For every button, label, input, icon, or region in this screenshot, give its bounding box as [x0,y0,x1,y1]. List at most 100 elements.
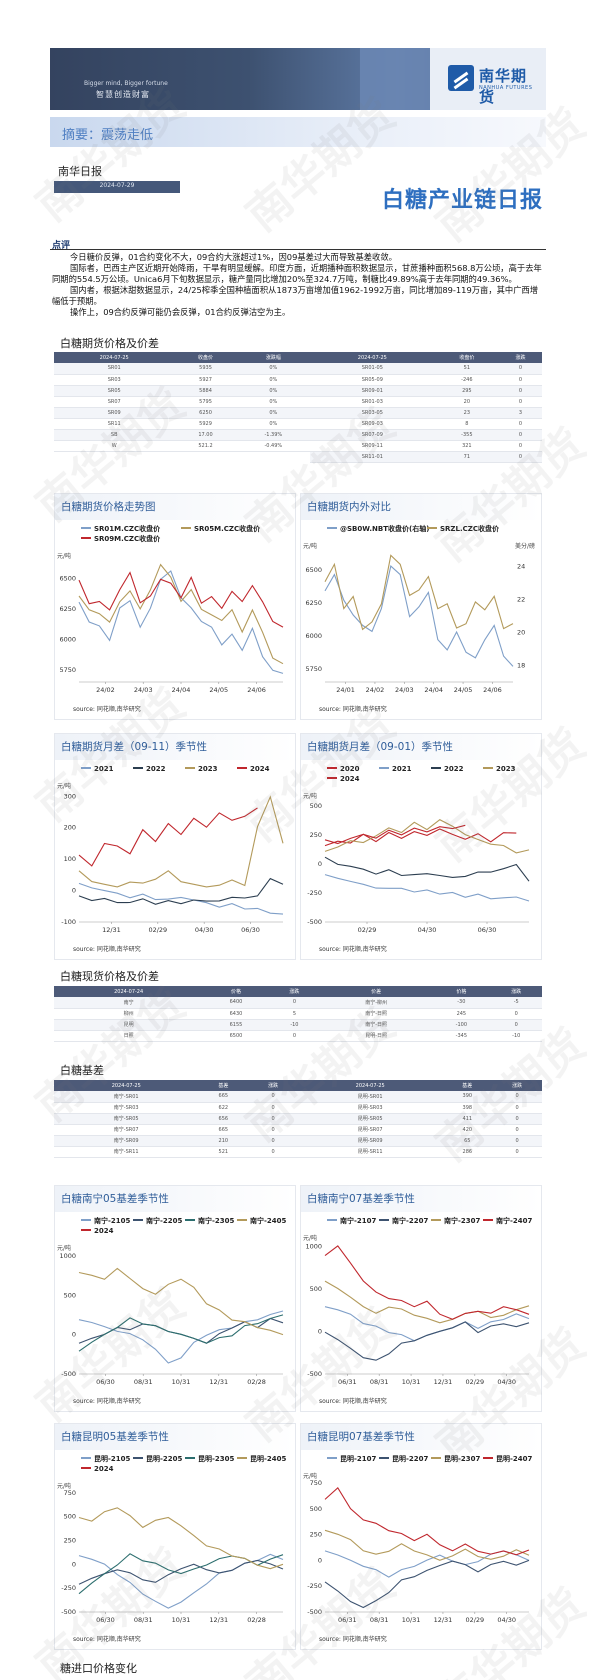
table-cell: -5 [490,997,542,1009]
legend-label: 南宁-2307 [444,1216,481,1225]
chart-title: 白糖期货内外对比 [307,501,391,513]
slogan-en: Bigger mind, Bigger fortune [84,80,168,87]
y-tick-label: 200 [64,824,76,832]
series-line [78,1507,284,1570]
table-cell: 柳州 [54,1008,204,1020]
x-tick-label: 06/30 [96,1378,115,1386]
legend-label: 昆明-2307 [444,1454,481,1463]
table-cell: 6400 [203,997,269,1009]
table-cell: -10 [490,1030,542,1042]
y-tick-label: 500 [64,1513,76,1521]
series-line [324,828,517,847]
legend-label: 昆明-2205 [146,1454,183,1463]
section-import-price: 糖进口价格变化 [60,1662,137,1675]
table-cell: 0 [248,1135,298,1147]
table-header: 价格 [432,986,491,997]
series-line [324,554,514,631]
table-row: SR09 6250 0% [54,407,310,419]
y-tick-label: -500 [307,918,322,926]
table-row: SR11-01 71 0 [310,451,542,463]
chart-title-bg [55,494,295,520]
table-cell: 南宁-SR01 [54,1091,199,1103]
table-header: 基差 [442,1080,493,1091]
table-cell: SR11-01 [310,451,435,463]
table-cell: 南宁-SR09 [54,1135,199,1147]
table-cell: 0 [499,363,542,375]
x-tick-label: 06/30 [478,926,497,934]
table-row: 南宁 6400 0 南宁-柳州 -30 -5 [54,997,542,1009]
legend-label: 2023 [198,765,218,773]
chart-title: 白糖期货月差（09-01）季节性 [307,741,454,753]
y-tick-label: 300 [64,792,76,800]
y-tick-label: -250 [61,1584,76,1592]
table-cell: 665 [198,1091,249,1103]
table-cell: SR01-03 [310,396,435,408]
series-line [78,563,284,665]
table-cell: 0 [492,1113,542,1125]
y2-tick-label: 24 [517,563,525,571]
chart-panel-nanning-07: 白糖南宁07基差季节性 source: 同花顺,南华研究 南宁-2107 南宁-220… [300,1185,542,1412]
y-tick-label: 6000 [59,635,76,643]
section-spot-prices: 白糖现货价格及价差 [60,970,159,983]
chart-title-bg [301,734,541,760]
legend-label: SRZL.CZC收盘价 [440,524,500,533]
table-cell: 昆明 [54,1019,204,1031]
table-cell: 0 [248,1113,298,1125]
table-cell: 210 [198,1135,249,1147]
table-cell: 0 [268,997,321,1009]
table-cell: 665 [198,1124,249,1136]
chart-source: source: 同花顺,南华研究 [73,946,141,953]
y-tick-label: 6500 [59,574,76,582]
table-cell: 23 [434,407,500,419]
chart-svg: 昆明-2107 昆明-2207 昆明-2307 昆明-2407 元/吨 -500 -250 0… [303,1454,533,1624]
chart-title: 白糖南宁05基差季节性 [61,1193,169,1205]
chart-svg: 南宁-2105 南宁-2205 南宁-2305 南宁-2405 2024 元/吨 -500 0… [57,1216,287,1386]
table-header: 涨跌幅 [236,352,310,363]
table-header: 收盘价 [174,352,237,363]
y-tick-label: 6000 [305,632,322,640]
table-cell: 398 [442,1102,493,1114]
y-tick-label: 0 [72,1560,76,1568]
table-cell: 5884 [174,385,237,397]
table-row: SR09-11 321 0 [310,440,542,452]
table-cell: 6155 [203,1019,269,1031]
table-cell: -355 [434,429,500,441]
chart-panel-spread-0911: 白糖期货月差（09-11）季节性 source: 同花顺,南华研究 2021 2022… [54,733,296,960]
legend-label: 2022 [146,765,166,773]
header-banner: Bigger mind, Bigger fortune 智慧创造财富 南华期货 … [50,48,546,110]
x-tick-label: 04/30 [497,1616,516,1624]
x-tick-label: 12/31 [434,1378,453,1386]
legend-label: 2024 [250,765,270,773]
table-row: SR03 5927 0% [54,374,310,386]
table-row: SR07-09 -355 0 [310,429,542,441]
chart-source: source: 同花顺,南华研究 [73,1636,141,1643]
y-tick-label: 0 [318,1327,322,1335]
report-type: 南华日报 [58,165,102,178]
table-cell: 622 [198,1102,249,1114]
chart-title-bg [301,1424,541,1450]
chart-source: source: 同花顺,南华研究 [319,946,387,953]
table-cell: SR09 [54,407,175,419]
x-tick-label: 08/31 [370,1616,389,1624]
table-row: 南宁-SR05 656 0 昆明-SR05 411 0 [54,1113,542,1125]
y-tick-label: 100 [64,855,76,863]
chart-panel-kunming-05: 白糖昆明05基差季节性 source: 同花顺,南华研究 昆明-2105 昆明-220… [54,1423,296,1650]
x-tick-label: 04/30 [497,1378,516,1386]
table-row: SB 17.00 -1.39% [54,429,310,441]
table-cell: SR01-05 [310,363,435,375]
page-title: 白糖产业链日报 [381,188,543,213]
table-row: SR07 5795 0% [54,396,310,408]
x-tick-label: 06/31 [338,1616,357,1624]
legend-label: SR01M.CZC收盘价 [94,524,161,533]
y-tick-label: 500 [310,1505,322,1513]
x-tick-label: 02/29 [358,926,377,934]
x-tick-label: 24/03 [395,686,414,694]
table-cell: 0% [236,374,310,386]
legend-label: 2024 [340,775,360,783]
spot-price-table: 2024-07-24 价格 涨跌 价差 价格 涨跌 南宁 6400 0 南宁-柳州 -30 -5 柳州 6… [54,986,542,1042]
legend-label: 南宁-2107 [340,1216,377,1225]
table-cell: -0.49% [236,440,310,452]
report-date: 2024-07-29 [99,182,135,189]
chart-svg: 南宁-2107 南宁-2207 南宁-2307 南宁-2407 元/吨 -500 0 500 1… [303,1216,533,1386]
